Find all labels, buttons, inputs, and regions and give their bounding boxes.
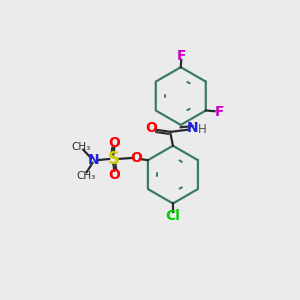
Text: Cl: Cl <box>166 209 180 223</box>
Text: F: F <box>177 49 187 63</box>
Text: O: O <box>109 136 120 150</box>
Text: O: O <box>130 151 142 165</box>
Text: S: S <box>107 150 119 168</box>
Text: CH₃: CH₃ <box>76 171 95 181</box>
Text: O: O <box>109 168 120 182</box>
Text: N: N <box>88 153 99 167</box>
Text: O: O <box>145 122 157 135</box>
Text: H: H <box>198 123 207 136</box>
Text: CH₃: CH₃ <box>71 142 91 152</box>
Text: N: N <box>187 122 198 135</box>
Text: F: F <box>215 105 224 119</box>
